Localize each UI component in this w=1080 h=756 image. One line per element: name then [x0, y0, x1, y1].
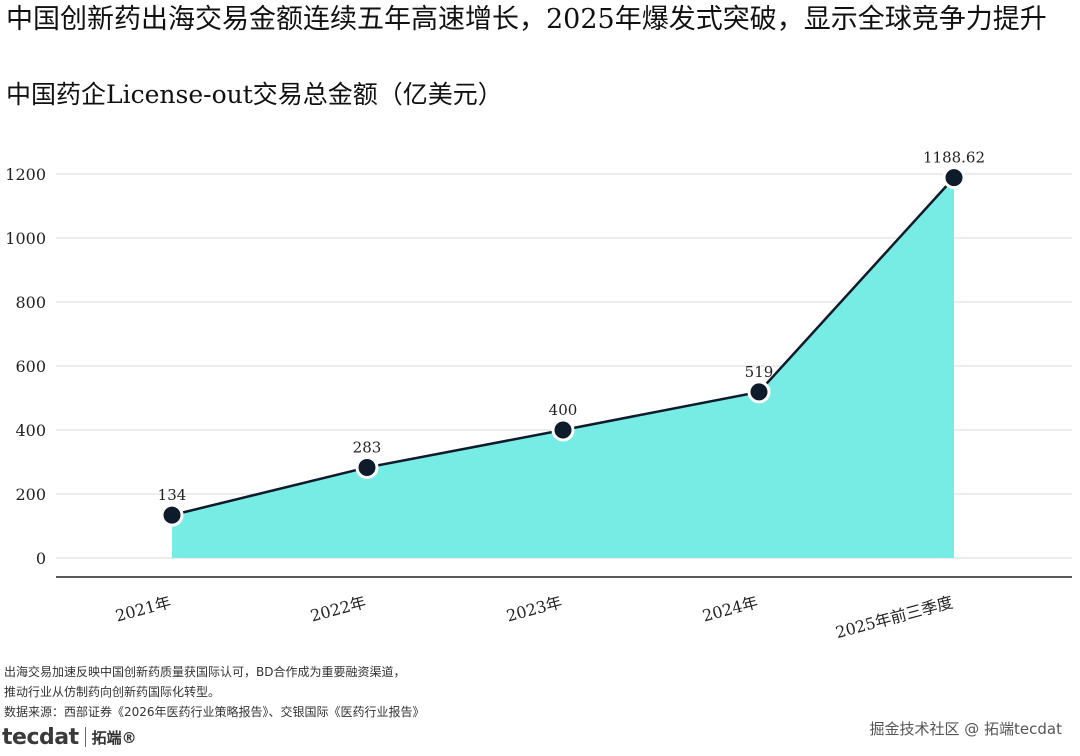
x-tick-label: 2022年 — [308, 593, 368, 626]
y-tick-label: 0 — [36, 549, 46, 568]
x-tick-label: 2024年 — [700, 593, 760, 626]
chart-subtitle: 中国药企License-out交易总金额（亿美元） — [6, 80, 503, 109]
data-label: 1188.62 — [923, 149, 985, 167]
data-point — [160, 503, 184, 527]
data-point — [355, 455, 379, 479]
x-tick-label: 2021年 — [113, 593, 173, 626]
y-tick-label: 200 — [15, 485, 46, 504]
data-point — [551, 418, 575, 442]
chart-title: 中国创新药出海交易金额连续五年高速增长，2025年爆发式突破，显示全球竞争力提升 — [6, 4, 1047, 35]
watermark: 掘金技术社区 @ 拓端tecdat — [869, 720, 1063, 738]
area-fill — [172, 177, 954, 558]
data-point — [942, 166, 966, 190]
data-label: 519 — [745, 363, 774, 381]
tecdat-logo: tecdat 拓端® — [2, 722, 137, 752]
y-tick-label: 600 — [15, 357, 46, 376]
x-tick-label: 2023年 — [504, 593, 564, 626]
data-label: 134 — [158, 486, 187, 504]
data-point — [747, 380, 771, 404]
y-tick-label: 1000 — [5, 229, 46, 248]
footer-note-line2: 推动行业从仿制药向创新药国际化转型。 — [4, 685, 221, 699]
y-tick-label: 1200 — [5, 165, 46, 184]
logo-chinese-text: 拓端® — [91, 728, 137, 747]
footer-note-line1: 出海交易加速反映中国创新药质量获国际认可，BD合作成为重要融资渠道， — [4, 665, 406, 679]
logo-text: tecdat — [2, 724, 79, 750]
area-chart: 0 200 400 600 800 1000 1200 134 283 400 519 1188.62… — [5, 149, 1072, 640]
data-label: 283 — [353, 438, 382, 456]
y-tick-label: 400 — [15, 421, 46, 440]
logo-divider — [84, 727, 86, 747]
x-tick-label: 2025年前三季度 — [833, 593, 955, 640]
data-source: 数据来源：西部证券《2026年医药行业策略报告》、交银国际《医药行业报告》 — [4, 705, 425, 719]
data-label: 400 — [549, 401, 578, 419]
y-tick-label: 800 — [15, 293, 46, 312]
